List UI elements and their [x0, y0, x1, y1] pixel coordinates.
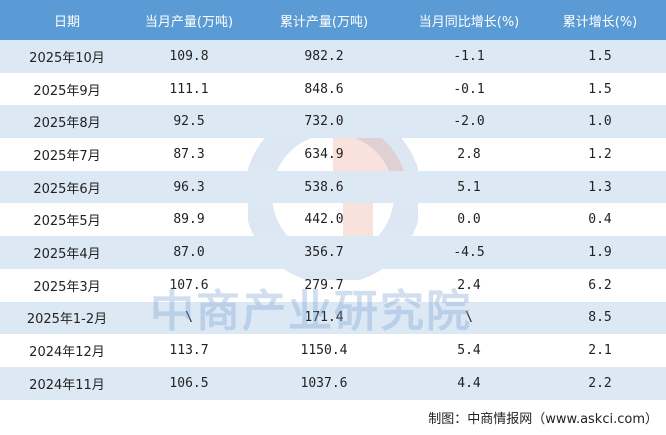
table-cell: 1.2: [588, 146, 612, 162]
table-cell: 106.5: [134, 366, 244, 400]
table-row: 2025年4月 87.0 356.7 -4.5 1.9: [0, 236, 666, 269]
table-cell: 5.4: [457, 343, 481, 359]
table-cell: 1150.4: [300, 343, 348, 359]
table-cell: -4.5: [404, 236, 534, 269]
table-cell: 111.1: [169, 81, 209, 97]
table-cell: 96.3: [134, 170, 244, 204]
table-row: 2025年8月 92.5 732.0 -2.0 1.0: [0, 105, 666, 139]
table-cell: 5.1: [404, 170, 534, 204]
table-cell: 356.7: [244, 236, 404, 269]
table-cell: 87.3: [173, 146, 205, 162]
table-cell: 4.4: [404, 366, 534, 400]
table-cell: 171.4: [244, 301, 404, 335]
watermark: 中商产业研究院: [150, 286, 472, 337]
table-cell: 2025年3月: [33, 279, 101, 295]
table-cell: 2025年10月: [0, 40, 134, 73]
table-cell: 8.5: [534, 301, 666, 335]
table-cell: -1.1: [404, 40, 534, 73]
table-cell: 0.4: [588, 212, 612, 228]
table-cell: \: [404, 301, 534, 335]
table-cell: 1.3: [534, 170, 666, 204]
table-cell: 89.9: [173, 212, 205, 228]
table-cell: 2025年9月: [33, 83, 101, 99]
footer: 制图：中商情报网（www.askci.com）: [428, 412, 658, 427]
table-cell: 2025年1-2月: [0, 301, 134, 335]
table-cell: 2.4: [457, 277, 481, 293]
header-cell: 日期: [0, 0, 134, 40]
table-cell: 107.6: [169, 277, 209, 293]
table-cell: 92.5: [134, 105, 244, 139]
table-row: 2025年7月 87.3 634.9 2.8 1.2: [0, 138, 666, 171]
table-row: 2025年3月 107.6 279.7 2.4 6.2: [0, 269, 666, 302]
header-cell: 当月同比增长(%): [404, 0, 534, 40]
table-cell: 2025年7月: [33, 148, 101, 164]
table-cell: 538.6: [244, 170, 404, 204]
table-cell: 1.9: [534, 236, 666, 269]
header-cell: 累计增长(%): [534, 0, 666, 40]
table-cell: 2025年4月: [0, 236, 134, 269]
table-row: 2025年1-2月 \ 171.4 \ 8.5: [0, 301, 666, 335]
table-cell: 732.0: [244, 105, 404, 139]
table-row: 2025年9月 111.1 848.6 -0.1 1.5: [0, 73, 666, 106]
table-cell: 109.8: [134, 40, 244, 73]
table-row: 2024年11月 106.5 1037.6 4.4 2.2: [0, 366, 666, 400]
table-cell: 848.6: [304, 81, 344, 97]
table-row: 2025年5月 89.9 442.0 0.0 0.4: [0, 203, 666, 236]
table-row: 2025年10月 109.8 982.2 -1.1 1.5: [0, 40, 666, 73]
table-cell: 113.7: [169, 343, 209, 359]
table-row: 2024年12月 113.7 1150.4 5.4 2.1: [0, 334, 666, 367]
table-cell: 2024年11月: [0, 366, 134, 400]
header-cell: 当月产量(万吨): [134, 0, 244, 40]
table-cell: 87.0: [134, 236, 244, 269]
table-cell: 634.9: [304, 146, 344, 162]
header-cell: 累计产量(万吨): [244, 0, 404, 40]
table-cell: 2.1: [588, 343, 612, 359]
table-cell: 1.5: [588, 81, 612, 97]
table-cell: 6.2: [588, 277, 612, 293]
table-cell: -0.1: [453, 81, 485, 97]
header-row: 日期 当月产量(万吨) 累计产量(万吨) 当月同比增长(%) 累计增长(%): [0, 0, 666, 40]
table-cell: 1037.6: [244, 366, 404, 400]
table-cell: 2.8: [457, 146, 481, 162]
table-cell: 2025年8月: [0, 105, 134, 139]
table-cell: 279.7: [304, 277, 344, 293]
table-cell: 0.0: [457, 212, 481, 228]
table-row: 2025年6月 96.3 538.6 5.1 1.3: [0, 170, 666, 204]
table-cell: 442.0: [304, 212, 344, 228]
table-cell: 1.0: [534, 105, 666, 139]
table-cell: \: [134, 301, 244, 335]
table-cell: -2.0: [404, 105, 534, 139]
data-table: 日期 当月产量(万吨) 累计产量(万吨) 当月同比增长(%) 累计增长(%) 2025年…: [0, 0, 666, 400]
table-cell: 2025年6月: [0, 170, 134, 204]
table-cell: 982.2: [244, 40, 404, 73]
table-cell: 1.5: [534, 40, 666, 73]
table-cell: 2.2: [534, 366, 666, 400]
table-cell: 2024年12月: [29, 345, 105, 361]
table-cell: 2025年5月: [33, 214, 101, 230]
